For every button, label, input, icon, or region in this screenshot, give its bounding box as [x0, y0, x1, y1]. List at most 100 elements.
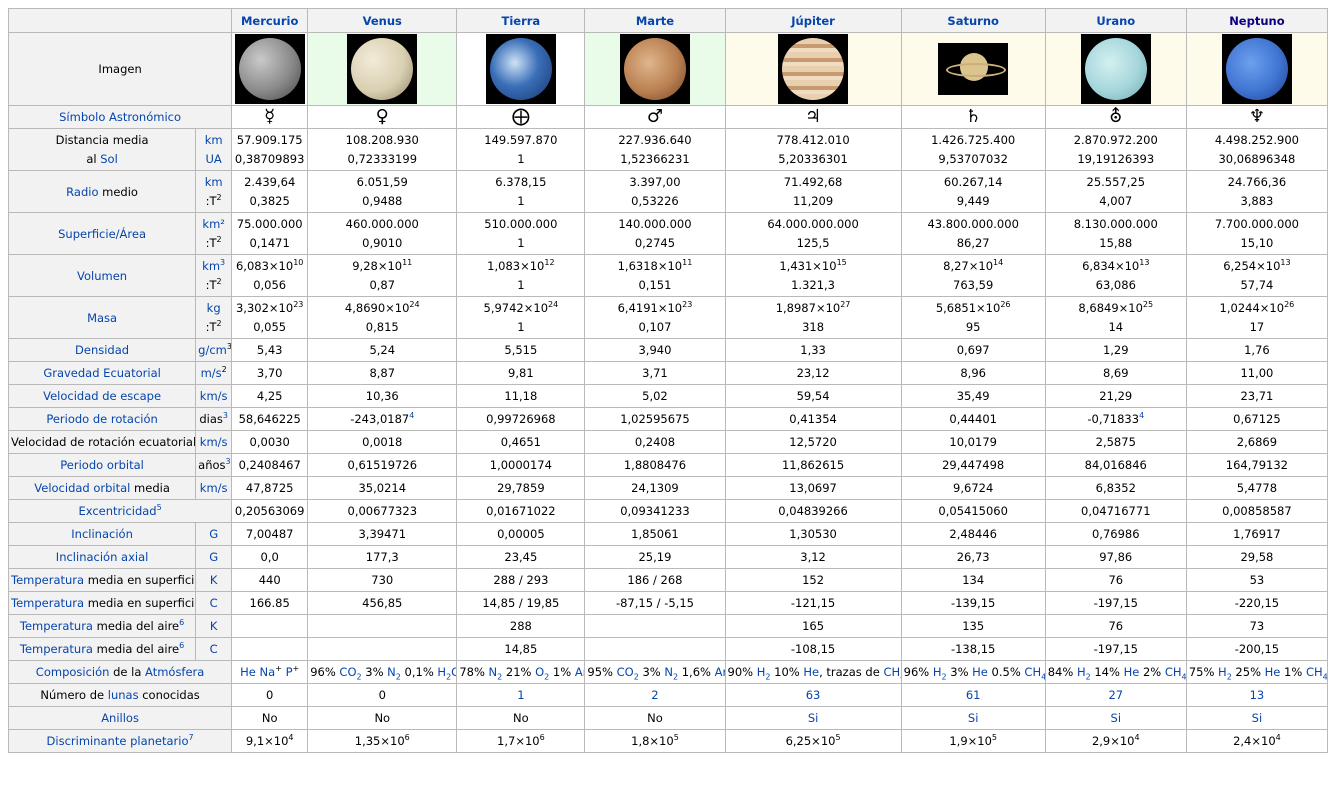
venus-image[interactable]	[347, 34, 418, 104]
row-label-volumen[interactable]: Volumen	[7, 254, 197, 297]
header-urano[interactable]: Urano	[1044, 8, 1187, 33]
neptune-image[interactable]	[1221, 34, 1292, 104]
header-saturno[interactable]: Saturno	[900, 8, 1046, 33]
volumen-venus: 9,28×1011 0,87	[307, 254, 458, 297]
excentricidad-marte: 0,09341233	[584, 499, 726, 523]
volumen-mercurio: 6,083×1010 0,056	[231, 254, 309, 297]
gravedad-mercurio: 3,70	[231, 361, 309, 385]
volumen-marte: 1,6318×1011 0,151	[584, 254, 726, 297]
row-label-simbolo[interactable]: Símbolo Astronómico	[7, 105, 233, 129]
excentricidad-mercurio: 0,20563069	[231, 499, 309, 523]
tempc-venus: 456,85	[307, 591, 458, 615]
distancia-saturno: 1.426.725.400 9,53707032	[900, 128, 1046, 171]
airec-mercurio	[231, 637, 309, 661]
temperatura-link[interactable]: Temperatura	[11, 596, 85, 610]
header-neptuno[interactable]: Neptuno	[1185, 8, 1329, 33]
uranus-image[interactable]	[1080, 34, 1151, 104]
inclinacion-venus: 3,39471	[307, 522, 458, 546]
header-mercurio[interactable]: Mercurio	[231, 8, 309, 33]
masa-urano: 8,6849×1025 14	[1044, 296, 1187, 339]
radio-tierra: 6.378,15 1	[456, 170, 586, 213]
radio-link[interactable]: Radio	[66, 184, 99, 199]
row-label-lunas: Número de lunas conocidas	[7, 683, 233, 707]
atmosfera-urano: 84% H2 14% He 2% CH4	[1044, 660, 1187, 684]
symbol-tierra: ⨁	[456, 105, 586, 129]
gravedad-marte: 3,71	[584, 361, 726, 385]
airek-venus	[307, 614, 458, 638]
vorbital-tierra: 29,7859	[456, 476, 586, 500]
unit-aire-k: K	[195, 614, 233, 638]
anillos-jupiter[interactable]: Si	[724, 706, 902, 730]
header-jupiter[interactable]: Júpiter	[724, 8, 902, 33]
anillos-neptuno[interactable]: Si	[1185, 706, 1329, 730]
unit-orbital: años3	[195, 453, 233, 477]
mercury-image[interactable]	[234, 34, 305, 104]
densidad-mercurio: 5,43	[231, 338, 309, 362]
distancia-tierra: 149.597.870 1	[456, 128, 586, 171]
symbol-urano: ⛢	[1044, 105, 1187, 129]
unit-inclinacion: G	[195, 522, 233, 546]
anillos-saturno[interactable]: Si	[900, 706, 1046, 730]
composicion-link[interactable]: Composición	[35, 665, 110, 679]
row-label-orbital[interactable]: Periodo orbital	[7, 453, 197, 477]
temperatura-link[interactable]: Temperatura	[19, 642, 93, 656]
row-label-aire-c: Temperatura media del aire6	[7, 637, 197, 661]
anillos-tierra: No	[456, 706, 586, 730]
densidad-marte: 3,940	[584, 338, 726, 362]
lunas-neptuno[interactable]: 13	[1185, 683, 1329, 707]
excentricidad-venus: 0,00677323	[307, 499, 458, 523]
earth-image[interactable]	[485, 34, 556, 104]
vrot-mercurio: 0,0030	[231, 430, 309, 454]
row-label-anillos[interactable]: Anillos	[7, 706, 233, 730]
inclinacion-marte: 1,85061	[584, 522, 726, 546]
unit-vrot: km/s	[195, 430, 233, 454]
lunas-urano[interactable]: 27	[1044, 683, 1187, 707]
row-label-axial[interactable]: Inclinación axial	[7, 545, 197, 569]
row-label-masa[interactable]: Masa	[7, 296, 197, 339]
row-label-inclinacion[interactable]: Inclinación	[7, 522, 197, 546]
row-label-escape[interactable]: Velocidad de escape	[7, 384, 197, 408]
superficie-venus: 460.000.000 0,9010	[307, 212, 458, 255]
jupiter-image[interactable]	[778, 34, 849, 104]
row-label-densidad[interactable]: Densidad	[7, 338, 197, 362]
unit-escape: km/s	[195, 384, 233, 408]
lunas-mercurio: 0	[231, 683, 309, 707]
header-venus[interactable]: Venus	[307, 8, 458, 33]
vorbital-link[interactable]: Velocidad orbital	[34, 481, 131, 495]
sol-link[interactable]: Sol	[100, 151, 118, 166]
rotacion-tierra: 0,99726968	[456, 407, 586, 431]
atmosfera-link[interactable]: Atmósfera	[145, 665, 205, 679]
superficie-marte: 140.000.000 0,2745	[584, 212, 726, 255]
unit-temp-c: C	[195, 591, 233, 615]
row-label-excentricidad[interactable]: Excentricidad5	[7, 499, 233, 523]
lunas-jupiter[interactable]: 63	[724, 683, 902, 707]
rotacion-venus: -243,01874	[307, 407, 458, 431]
lunas-tierra[interactable]: 1	[456, 683, 586, 707]
temperatura-link[interactable]: Temperatura	[11, 573, 85, 587]
symbol-venus: ♀	[307, 105, 458, 129]
masa-venus: 4,8690×1024 0,815	[307, 296, 458, 339]
symbol-neptuno: ♆	[1185, 105, 1329, 129]
lunas-venus: 0	[307, 683, 458, 707]
header-marte[interactable]: Marte	[584, 8, 726, 33]
row-label-superficie[interactable]: Superficie/Área	[7, 212, 197, 255]
header-tierra[interactable]: Tierra	[456, 8, 586, 33]
anillos-mercurio: No	[231, 706, 309, 730]
superficie-saturno: 43.800.000.000 86,27	[900, 212, 1046, 255]
lunas-saturno[interactable]: 61	[900, 683, 1046, 707]
row-label-discriminante[interactable]: Discriminante planetario7	[7, 729, 233, 753]
lunas-marte[interactable]: 2	[584, 683, 726, 707]
discriminante-neptuno: 2,4×104	[1185, 729, 1329, 753]
anillos-urano[interactable]: Si	[1044, 706, 1187, 730]
lunas-link[interactable]: lunas	[107, 688, 139, 702]
distancia-venus: 108.208.930 0,72333199	[307, 128, 458, 171]
mars-image[interactable]	[619, 34, 690, 104]
saturn-image[interactable]	[938, 43, 1009, 95]
temperatura-link[interactable]: Temperatura	[19, 619, 93, 633]
masa-saturno: 5,6851×1026 95	[900, 296, 1046, 339]
row-label-rotacion[interactable]: Periodo de rotación	[7, 407, 197, 431]
axial-saturno: 26,73	[900, 545, 1046, 569]
escape-venus: 10,36	[307, 384, 458, 408]
row-label-gravedad[interactable]: Gravedad Ecuatorial	[7, 361, 197, 385]
orbital-tierra: 1,0000174	[456, 453, 586, 477]
